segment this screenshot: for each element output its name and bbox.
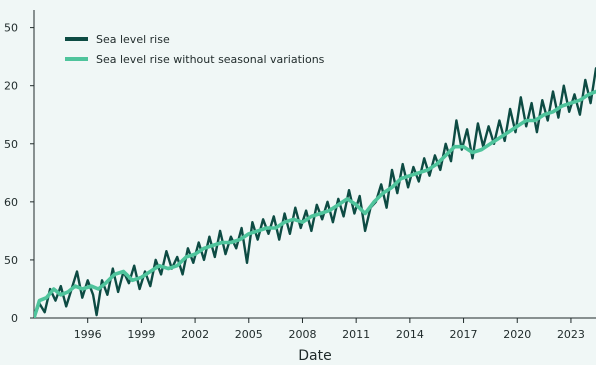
series-line-sea-level-rise xyxy=(34,67,596,318)
series-line-sea-level-rise-smoothed xyxy=(34,89,596,318)
x-axis-label: Date xyxy=(298,348,331,364)
x-tick-label: 2011 xyxy=(342,328,370,341)
x-tick-label: 2020 xyxy=(503,328,531,341)
legend-label: Sea level rise xyxy=(96,33,170,46)
x-tick-label: 1996 xyxy=(74,328,102,341)
x-tick-label: 1999 xyxy=(127,328,155,341)
y-tick-label: 50 xyxy=(4,138,18,151)
legend-label: Sea level rise without seasonal variatio… xyxy=(96,53,325,66)
x-tick-label: 2014 xyxy=(396,328,424,341)
x-tick-label: 2008 xyxy=(288,328,316,341)
x-tick-label: 2017 xyxy=(450,328,478,341)
y-tick-label: 20 xyxy=(4,80,18,93)
y-tick-label: 60 xyxy=(4,196,18,209)
x-tick-label: 2005 xyxy=(235,328,263,341)
y-tick-label: 50 xyxy=(4,22,18,35)
x-tick-label: 2002 xyxy=(181,328,209,341)
y-tick-label: 0 xyxy=(11,312,18,325)
y-tick-label: 50 xyxy=(4,254,18,267)
x-tick-label: 2023 xyxy=(557,328,585,341)
